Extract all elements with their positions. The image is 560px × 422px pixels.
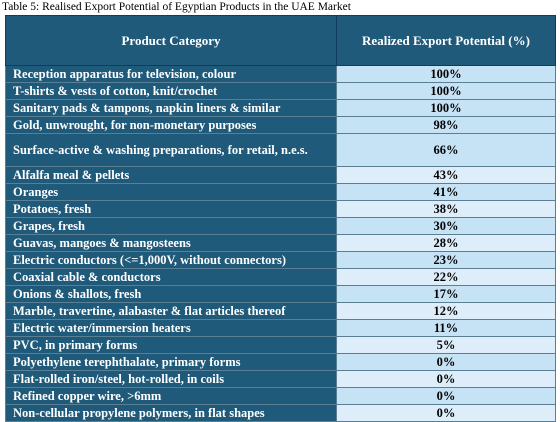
table-row: PVC, in primary forms 5% [5, 336, 556, 354]
product-category-cell: Non-cellular propylene polymers, in flat… [5, 404, 337, 422]
export-potential-cell: 0% [336, 353, 556, 371]
export-potential-cell: 100% [336, 82, 556, 100]
export-potential-cell: 30% [336, 217, 556, 235]
product-category-cell: Reception apparatus for television, colo… [5, 65, 337, 83]
table-row: Electric water/immersion heaters 11% [5, 319, 556, 337]
export-potential-cell: 0% [336, 404, 556, 422]
table-row: Non-cellular propylene polymers, in flat… [5, 404, 556, 422]
export-potential-cell: 22% [336, 268, 556, 286]
product-category-cell: Refined copper wire, >6mm [5, 387, 337, 405]
table-row: Marble, travertine, alabaster & flat art… [5, 302, 556, 320]
product-category-cell: Gold, unwrought, for non-monetary purpos… [5, 116, 337, 134]
product-category-cell: Surface-active & washing preparations, f… [5, 133, 337, 167]
export-potential-cell: 100% [336, 65, 556, 83]
product-category-cell: Potatoes, fresh [5, 200, 337, 218]
table-header-row: Product Category Realized Export Potenti… [5, 15, 556, 66]
table-row: Sanitary pads & tampons, napkin liners &… [5, 99, 556, 117]
header-export-potential: Realized Export Potential (%) [336, 15, 556, 66]
export-potential-cell: 38% [336, 200, 556, 218]
export-potential-cell: 0% [336, 387, 556, 405]
table-body: Reception apparatus for television, colo… [5, 65, 556, 422]
export-potential-table: Product Category Realized Export Potenti… [5, 15, 556, 422]
export-potential-cell: 11% [336, 319, 556, 337]
table-row: Coaxial cable & conductors 22% [5, 268, 556, 286]
table-caption: Table 5: Realised Export Potential of Eg… [2, 1, 351, 13]
table-row: Surface-active & washing preparations, f… [5, 133, 556, 167]
table-row: Refined copper wire, >6mm 0% [5, 387, 556, 405]
product-category-cell: Sanitary pads & tampons, napkin liners &… [5, 99, 337, 117]
table-row: Flat-rolled iron/steel, hot-rolled, in c… [5, 370, 556, 388]
table-row: Guavas, mangoes & mangosteens 28% [5, 234, 556, 252]
product-category-cell: PVC, in primary forms [5, 336, 337, 354]
export-potential-cell: 28% [336, 234, 556, 252]
product-category-cell: Electric water/immersion heaters [5, 319, 337, 337]
product-category-cell: T-shirts & vests of cotton, knit/crochet [5, 82, 337, 100]
table-row: Gold, unwrought, for non-monetary purpos… [5, 116, 556, 134]
table-row: Polyethylene terephthalate, primary form… [5, 353, 556, 371]
table-row: Electric conductors (<=1,000V, without c… [5, 251, 556, 269]
export-potential-cell: 5% [336, 336, 556, 354]
table-row: Reception apparatus for television, colo… [5, 65, 556, 83]
product-category-cell: Guavas, mangoes & mangosteens [5, 234, 337, 252]
product-category-cell: Electric conductors (<=1,000V, without c… [5, 251, 337, 269]
export-potential-cell: 98% [336, 116, 556, 134]
export-potential-cell: 12% [336, 302, 556, 320]
product-category-cell: Polyethylene terephthalate, primary form… [5, 353, 337, 371]
export-potential-cell: 43% [336, 166, 556, 184]
product-category-cell: Marble, travertine, alabaster & flat art… [5, 302, 337, 320]
export-potential-cell: 66% [336, 133, 556, 167]
product-category-cell: Grapes, fresh [5, 217, 337, 235]
export-potential-cell: 17% [336, 285, 556, 303]
table-row: Oranges 41% [5, 183, 556, 201]
product-category-cell: Alfalfa meal & pellets [5, 166, 337, 184]
header-product-category: Product Category [5, 15, 337, 66]
export-potential-cell: 41% [336, 183, 556, 201]
product-category-cell: Coaxial cable & conductors [5, 268, 337, 286]
table-row: Potatoes, fresh 38% [5, 200, 556, 218]
table-row: Alfalfa meal & pellets 43% [5, 166, 556, 184]
export-potential-cell: 23% [336, 251, 556, 269]
product-category-cell: Onions & shallots, fresh [5, 285, 337, 303]
table-row: Onions & shallots, fresh 17% [5, 285, 556, 303]
product-category-cell: Oranges [5, 183, 337, 201]
table-row: Grapes, fresh 30% [5, 217, 556, 235]
export-potential-cell: 100% [336, 99, 556, 117]
table-row: T-shirts & vests of cotton, knit/crochet… [5, 82, 556, 100]
product-category-cell: Flat-rolled iron/steel, hot-rolled, in c… [5, 370, 337, 388]
export-potential-cell: 0% [336, 370, 556, 388]
